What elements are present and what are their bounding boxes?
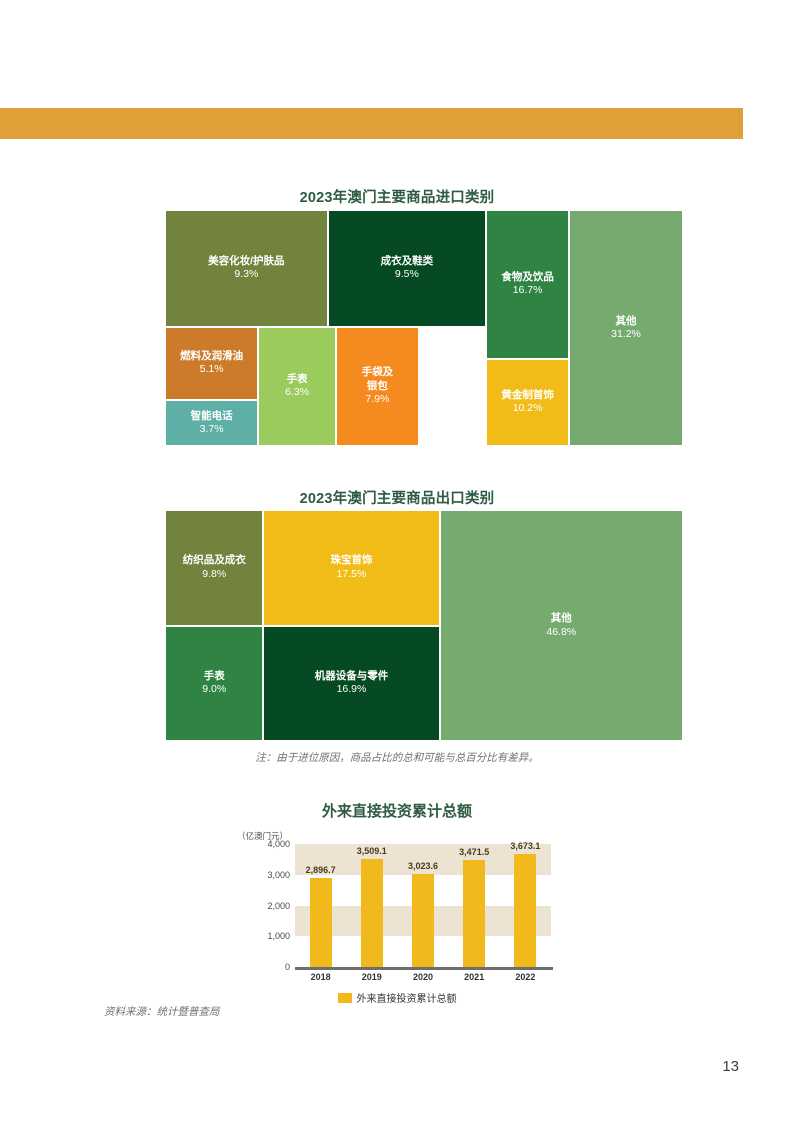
import-treemap-cell-label: 成衣及鞋类 bbox=[380, 254, 434, 267]
export-treemap-cell-value: 46.8% bbox=[546, 625, 577, 638]
export-treemap-cell-label: 纺织品及成衣 bbox=[182, 554, 246, 567]
y-axis-tick-label: 4,000 bbox=[267, 839, 290, 849]
bar[interactable] bbox=[309, 877, 332, 967]
bar-chart-plot-area: 0 1,000 2,000 3,000 4,000 2,896.7 3,509.1 3,023… bbox=[267, 839, 551, 972]
bar-chart-legend: 外来直接投资累计总额 bbox=[0, 990, 794, 1005]
import-treemap-cell-value: 16.7% bbox=[512, 284, 543, 297]
bar-value-label: 2,896.7 bbox=[305, 864, 336, 875]
bar[interactable] bbox=[412, 874, 434, 967]
import-treemap-cell[interactable]: 食物及饮品 16.7% bbox=[486, 210, 570, 359]
import-treemap-cell-value: 9.5% bbox=[394, 268, 419, 281]
import-treemap-cell[interactable]: 智能电话 3.7% bbox=[165, 399, 259, 446]
bar-value-label: 3,509.1 bbox=[356, 846, 387, 857]
export-treemap-cell-value: 9.0% bbox=[202, 683, 227, 696]
export-treemap-cell[interactable]: 其他 46.8% bbox=[439, 510, 683, 741]
export-treemap-cell-label: 手表 bbox=[203, 669, 225, 682]
y-axis-tick-label: 0 bbox=[284, 962, 290, 972]
import-treemap-cell[interactable]: 手表 6.3% bbox=[258, 326, 336, 446]
import-treemap-cell-label: 手袋及 银包 bbox=[361, 366, 394, 392]
x-axis-tick-label: 2020 bbox=[412, 972, 434, 982]
export-treemap-cell-value: 16.9% bbox=[336, 683, 367, 696]
bar[interactable] bbox=[360, 859, 383, 967]
treemap-note: 注：由于进位原因，商品占比的总和可能与总百分比有差异。 bbox=[255, 753, 539, 764]
import-treemap-cell[interactable]: 黄金制首饰 10.2% bbox=[486, 358, 570, 446]
bar-value-label: 3,673.1 bbox=[510, 841, 541, 852]
legend-swatch bbox=[337, 992, 352, 1003]
export-treemap-cell-label: 其他 bbox=[550, 612, 572, 625]
import-treemap-cell[interactable]: 成衣及鞋类 9.5% bbox=[327, 210, 487, 327]
bar-chart-unit-label: （亿澳门元） bbox=[237, 831, 289, 841]
export-treemap-cell-value: 9.8% bbox=[202, 567, 227, 580]
export-treemap-cell-label: 机器设备与零件 bbox=[314, 669, 389, 682]
import-treemap-cell-label: 智能电话 bbox=[190, 409, 233, 422]
header-accent-band bbox=[0, 108, 743, 139]
import-treemap: 美容化妆/护肤品 9.3% 成衣及鞋类 9.5% 食物及饮品 16.7% 其他 31.2% 燃料… bbox=[165, 210, 683, 446]
import-treemap-cell-label: 燃料及润滑油 bbox=[180, 349, 244, 362]
x-axis-tick-label: 2018 bbox=[310, 972, 331, 982]
bar[interactable] bbox=[463, 860, 486, 967]
export-treemap-cell-label: 珠宝首饰 bbox=[330, 554, 373, 567]
import-treemap-cell[interactable]: 手袋及 银包 7.9% bbox=[335, 326, 419, 446]
export-treemap-cell[interactable]: 纺织品及成衣 9.8% bbox=[165, 510, 264, 626]
import-treemap-cell-label: 食物及饮品 bbox=[501, 270, 554, 283]
fdi-bar-chart: 外来直接投资累计总额 （亿澳门元） 0 1,000 2,000 3,000 4,000 2… bbox=[0, 800, 794, 1015]
bar-value-label: 3,023.6 bbox=[407, 861, 439, 872]
bar-chart-title: 外来直接投资累计总额 bbox=[321, 803, 472, 820]
import-treemap-cell[interactable]: 美容化妆/护肤品 9.3% bbox=[165, 210, 328, 327]
import-treemap-cell-label: 美容化妆/护肤品 bbox=[208, 254, 285, 267]
page-number: 13 bbox=[722, 1058, 739, 1075]
x-axis-tick-label: 2019 bbox=[361, 972, 382, 982]
import-treemap-cell-label: 手表 bbox=[286, 372, 308, 385]
export-treemap-cell[interactable]: 机器设备与零件 16.9% bbox=[263, 625, 440, 741]
x-axis-tick-label: 2022 bbox=[515, 972, 536, 982]
export-treemap-title: 2023年澳门主要商品出口类别 bbox=[299, 491, 495, 507]
import-treemap-cell-value: 3.7% bbox=[199, 422, 224, 435]
import-treemap-cell-value: 6.3% bbox=[285, 386, 310, 399]
bar-chart-axis-line bbox=[295, 967, 553, 970]
import-treemap-title: 2023年澳门主要商品进口类别 bbox=[299, 190, 495, 206]
import-treemap-cell-value: 5.1% bbox=[199, 363, 224, 376]
bar-chart-band bbox=[295, 844, 551, 875]
bar[interactable] bbox=[514, 854, 537, 967]
bar-value-label: 3,471.5 bbox=[459, 847, 490, 858]
y-axis-tick-label: 3,000 bbox=[267, 869, 290, 880]
source-note: 资料来源：统计暨普查局 bbox=[104, 1007, 220, 1018]
import-treemap-cell-label: 其他 bbox=[615, 314, 637, 327]
import-treemap-cell-value: 9.3% bbox=[234, 268, 259, 281]
export-treemap-cell[interactable]: 手表 9.0% bbox=[165, 625, 264, 741]
y-axis-tick-label: 1,000 bbox=[267, 931, 290, 942]
export-treemap: 纺织品及成衣 9.8% 珠宝首饰 17.5% 其他 46.8% 手表 9.0% 机器设备与零件 1… bbox=[165, 510, 683, 741]
legend-label: 外来直接投资累计总额 bbox=[356, 994, 457, 1005]
import-treemap-cell-value: 7.9% bbox=[365, 393, 390, 406]
x-axis-tick-label: 2021 bbox=[464, 972, 485, 982]
import-treemap-cell[interactable]: 燃料及润滑油 5.1% bbox=[165, 326, 259, 400]
export-treemap-cell-value: 17.5% bbox=[336, 567, 367, 580]
y-axis-tick-label: 2,000 bbox=[267, 900, 290, 911]
import-treemap-cell[interactable]: 其他 31.2% bbox=[569, 210, 683, 446]
import-treemap-cell-value: 10.2% bbox=[512, 402, 543, 415]
import-treemap-cell-label: 黄金制首饰 bbox=[501, 388, 554, 401]
export-treemap-cell[interactable]: 珠宝首饰 17.5% bbox=[263, 510, 440, 626]
import-treemap-cell-value: 31.2% bbox=[611, 328, 641, 340]
